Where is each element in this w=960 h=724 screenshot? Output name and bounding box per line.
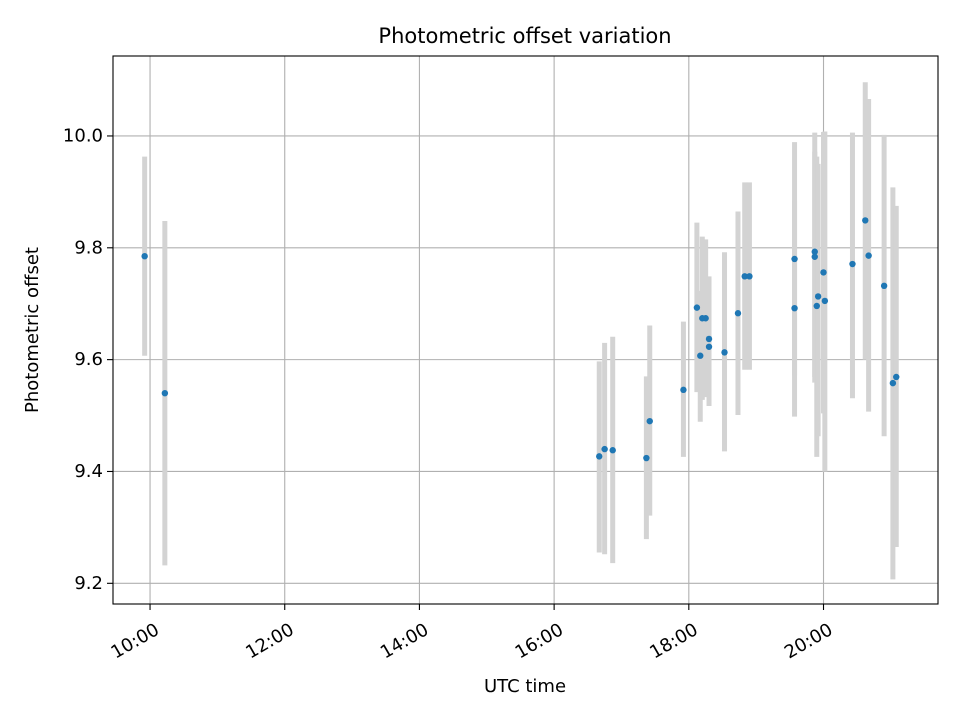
data-point bbox=[161, 389, 169, 397]
x-axis-label: UTC time bbox=[484, 676, 566, 697]
data-point bbox=[865, 252, 872, 259]
data-point bbox=[141, 252, 148, 260]
data-point bbox=[746, 273, 753, 280]
data-point bbox=[596, 453, 603, 460]
data-point bbox=[814, 293, 822, 300]
y-tick-label: 9.4 bbox=[74, 461, 103, 482]
data-points bbox=[141, 217, 900, 462]
plot-area-frame bbox=[112, 55, 939, 605]
data-point bbox=[820, 269, 827, 276]
data-point bbox=[811, 253, 818, 260]
data-point bbox=[697, 352, 704, 359]
data-point bbox=[609, 447, 616, 454]
data-point bbox=[741, 273, 748, 280]
data-point bbox=[705, 335, 713, 343]
data-point bbox=[705, 343, 713, 350]
chart-title: Photometric offset variation bbox=[378, 24, 671, 48]
data-point bbox=[821, 297, 829, 305]
data-point bbox=[791, 304, 798, 312]
grid-lines bbox=[113, 56, 938, 604]
data-point bbox=[893, 373, 900, 381]
data-point bbox=[643, 454, 650, 462]
y-tick-label: 9.8 bbox=[74, 237, 103, 258]
y-tick-label: 9.2 bbox=[74, 573, 103, 594]
data-point bbox=[693, 304, 701, 311]
data-point bbox=[702, 315, 709, 322]
y-tick-label: 10.0 bbox=[63, 125, 103, 146]
data-point bbox=[734, 310, 742, 317]
data-point bbox=[849, 260, 856, 268]
data-point bbox=[791, 255, 798, 263]
y-axis-label: Photometric offset bbox=[22, 247, 43, 413]
data-point bbox=[646, 417, 653, 425]
data-point bbox=[862, 217, 869, 224]
data-point bbox=[680, 386, 687, 394]
data-point bbox=[811, 248, 818, 255]
data-point bbox=[889, 379, 897, 387]
data-point bbox=[601, 445, 608, 453]
y-tick-label: 9.6 bbox=[74, 349, 103, 370]
data-point bbox=[880, 282, 888, 290]
data-point bbox=[721, 349, 728, 356]
data-point bbox=[813, 302, 820, 310]
